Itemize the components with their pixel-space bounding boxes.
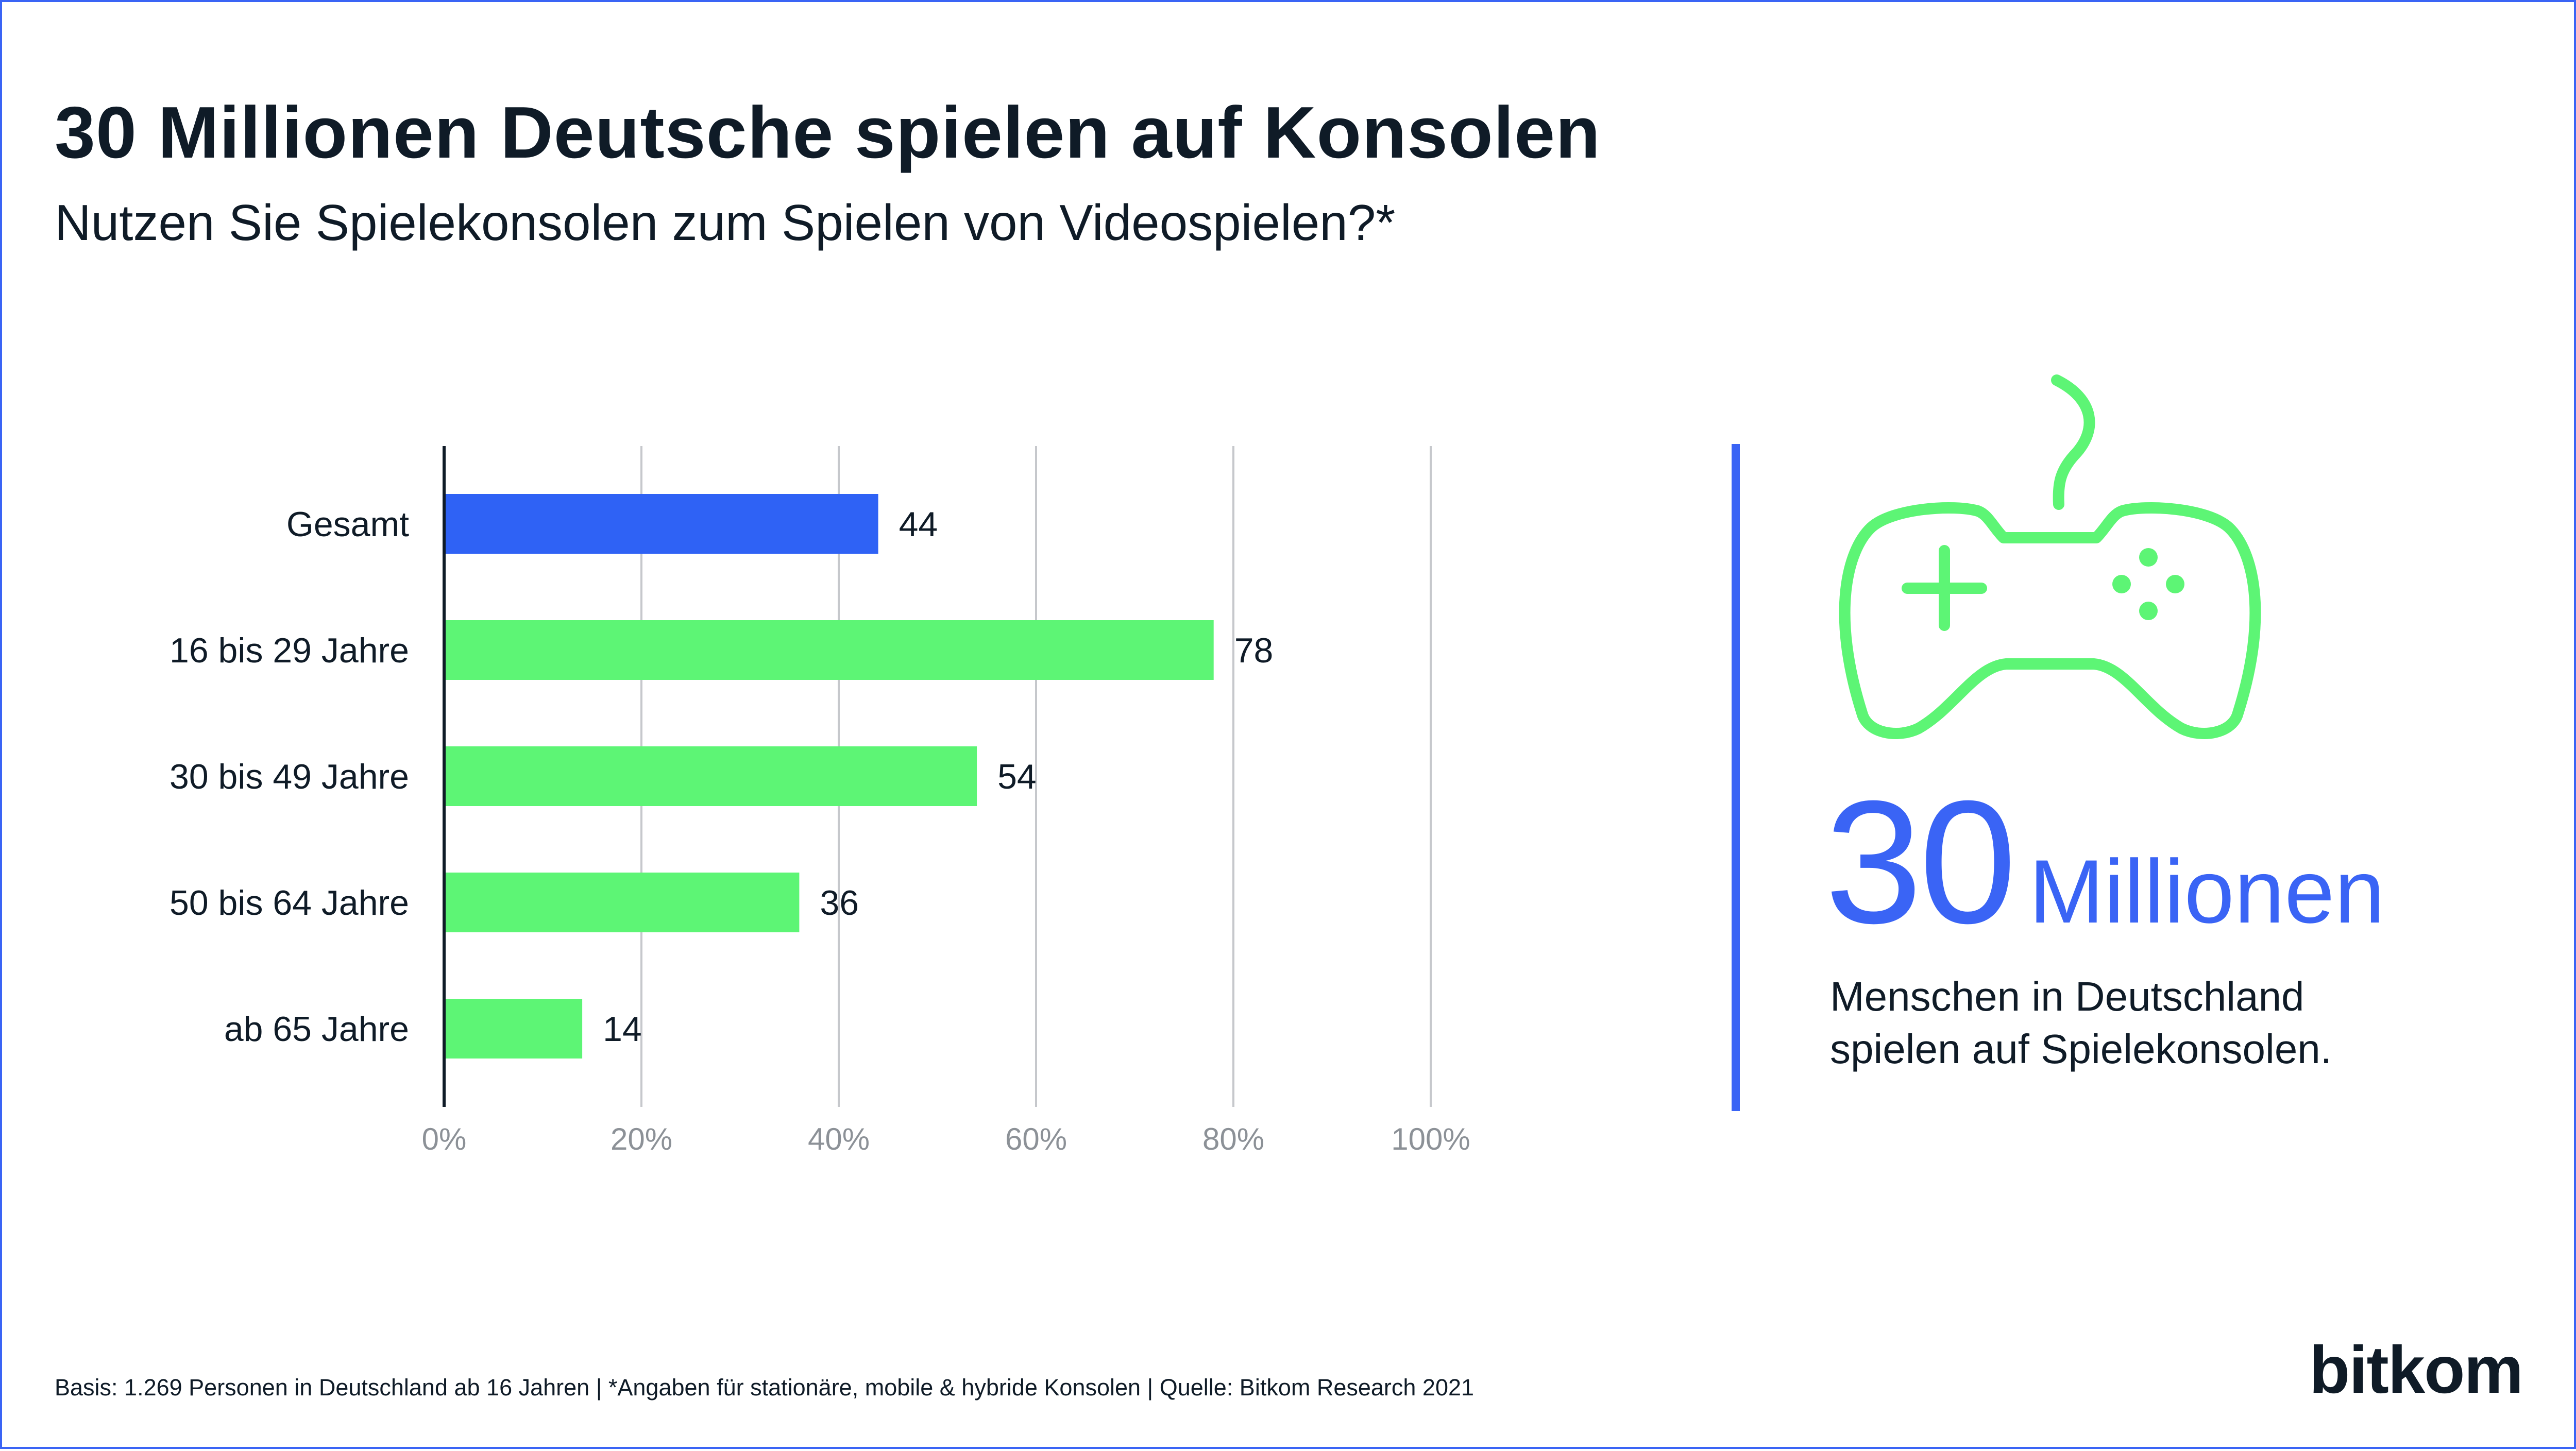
x-tick-label: 60% — [1005, 1122, 1067, 1156]
x-tick-label: 20% — [611, 1122, 672, 1156]
bar — [444, 873, 800, 932]
category-label: 50 bis 64 Jahre — [170, 883, 409, 923]
x-tick-label: 40% — [808, 1122, 870, 1156]
data-label: 44 — [899, 505, 938, 544]
bitkom-logo: bitkom — [2309, 1332, 2523, 1407]
kpi-value: 30 — [1825, 764, 2016, 960]
page-title: 30 Millionen Deutsche spielen auf Konsol… — [55, 92, 1601, 174]
kpi-description: Menschen in Deutschland spielen auf Spie… — [1830, 970, 2448, 1075]
page-subtitle: Nutzen Sie Spielekonsolen zum Spielen vo… — [55, 194, 1396, 251]
category-label: 16 bis 29 Jahre — [170, 631, 409, 670]
bar — [444, 620, 1214, 680]
data-label: 54 — [997, 757, 1037, 796]
category-label: 30 bis 49 Jahre — [170, 757, 409, 796]
data-label: 14 — [603, 1010, 642, 1049]
category-label: ab 65 Jahre — [224, 1010, 409, 1049]
kpi-number: 30 Millionen — [1825, 775, 2385, 950]
kpi-line-1: Menschen in Deutschland — [1830, 974, 2304, 1019]
gamepad-icon — [1839, 374, 2261, 739]
data-label: 36 — [820, 883, 859, 923]
kpi-line-2: spielen auf Spielekonsolen. — [1830, 1026, 2332, 1072]
category-label: Gesamt — [286, 505, 409, 544]
footer-source-note: Basis: 1.269 Personen in Deutschland ab … — [55, 1374, 1475, 1401]
x-tick-label: 100% — [1391, 1122, 1470, 1156]
x-tick-label: 80% — [1202, 1122, 1264, 1156]
x-tick-label: 0% — [422, 1122, 467, 1156]
kpi-unit: Millionen — [2029, 842, 2385, 942]
data-label: 78 — [1234, 631, 1274, 670]
vertical-divider — [1732, 444, 1740, 1111]
bar — [444, 999, 583, 1059]
bar — [444, 494, 878, 554]
bar — [444, 746, 977, 806]
